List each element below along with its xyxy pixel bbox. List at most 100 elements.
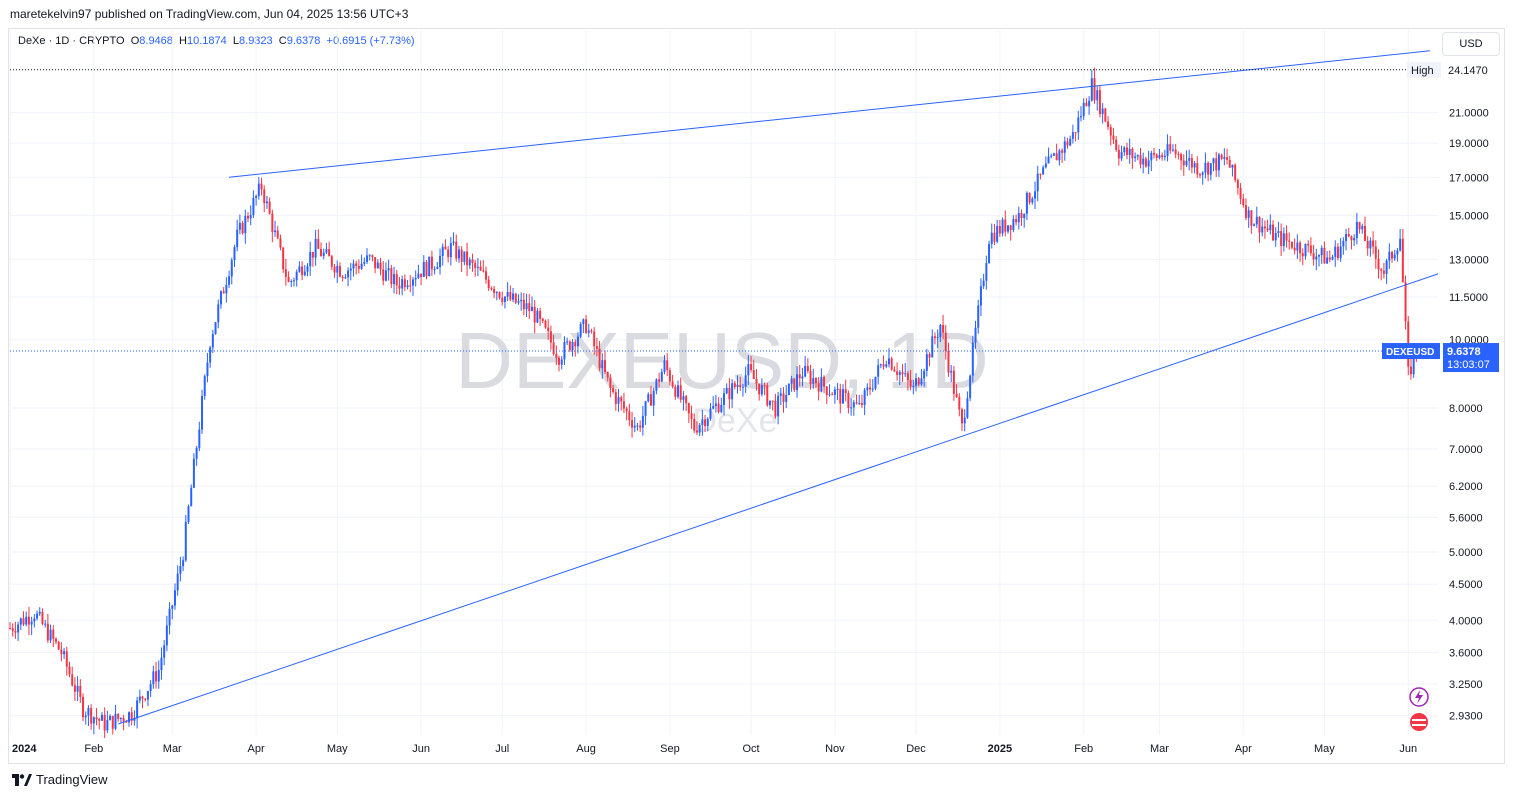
candle-body (636, 425, 639, 427)
candle-body (1125, 147, 1128, 156)
candle-body (952, 370, 955, 394)
candle-body (655, 379, 658, 391)
candle-body (969, 375, 972, 399)
candle-body (82, 696, 85, 718)
candle-body (1293, 247, 1296, 251)
candle-body (604, 360, 606, 372)
candle-body (182, 560, 185, 567)
candle-body (1153, 152, 1156, 155)
candle-body (92, 717, 95, 724)
candle-body (850, 407, 853, 409)
time-axis-label: 2025 (988, 743, 1012, 755)
candle-body (520, 299, 523, 302)
candle-body (219, 291, 222, 305)
candle-body (925, 354, 928, 371)
candle-body (1112, 135, 1115, 140)
candle-body (955, 393, 958, 398)
candle-body (509, 292, 512, 300)
candle-body (1144, 158, 1147, 167)
candle-body (950, 370, 953, 373)
candle-body (476, 266, 479, 268)
candle-body (752, 370, 755, 380)
candle-body (165, 625, 168, 646)
candle-body (1063, 141, 1066, 153)
candle-body (763, 385, 766, 387)
candle-body (238, 223, 241, 230)
candle-body (203, 376, 206, 396)
symbol-label[interactable]: DeXe · 1D · CRYPTO (18, 35, 125, 47)
candle-body (522, 299, 525, 310)
candle-body (1299, 242, 1302, 254)
candle-body (68, 666, 71, 675)
candle-body (977, 305, 980, 328)
candle-body (201, 395, 204, 430)
candle-body (125, 721, 128, 723)
low-label: L (232, 35, 240, 47)
candle-body (1017, 213, 1020, 223)
candle-body (760, 385, 763, 395)
time-axis-label: Oct (742, 743, 759, 755)
candle-body (1244, 205, 1247, 218)
price-tick-label: 13.0000 (1449, 254, 1489, 266)
candle-body (1355, 222, 1358, 239)
candle-body (1123, 147, 1126, 153)
candle-body (211, 334, 214, 348)
time-axis-label: May (1314, 743, 1335, 755)
candle-body (41, 611, 44, 624)
candle-body (928, 354, 931, 358)
candle-body (1101, 108, 1104, 114)
candle-body (468, 259, 471, 266)
time-axis-label: May (327, 743, 348, 755)
candle-body (858, 403, 861, 405)
candle-body (744, 375, 747, 387)
candle-body (1363, 226, 1366, 241)
time-axis-label: Apr (1235, 743, 1252, 755)
candle-body (817, 383, 820, 392)
candle-body (503, 296, 506, 302)
candle-body (314, 238, 317, 258)
candle-body (1109, 127, 1112, 136)
candle-body (433, 268, 436, 270)
candle-body (860, 403, 863, 405)
candle-body (833, 389, 836, 395)
candle-body (1401, 238, 1404, 283)
candle-body (677, 385, 680, 397)
candle-body (1223, 157, 1226, 159)
candle-body (528, 303, 531, 312)
candle-body (441, 246, 444, 256)
flag-stripe-icon (1412, 719, 1426, 721)
candle-body (490, 288, 493, 290)
candle-body (555, 353, 558, 358)
candle-body (387, 268, 390, 271)
candle-body (660, 371, 663, 382)
candle-body (366, 255, 368, 262)
time-axis-label: Jun (412, 743, 430, 755)
price-tick-label: 21.0000 (1449, 108, 1489, 120)
candle-body (309, 251, 312, 267)
candle-body (517, 301, 520, 303)
publisher-header: maretekelvin97 published on TradingView.… (10, 7, 409, 21)
candle-body (1388, 251, 1391, 261)
candle-body (330, 256, 333, 267)
price-tick-label: 8.0000 (1449, 403, 1483, 415)
candle-body (1247, 210, 1250, 218)
candle-body (947, 350, 950, 373)
candle-body (1020, 213, 1023, 219)
candle-body (187, 506, 190, 522)
currency-button[interactable]: USD (1442, 32, 1500, 56)
candle-body (706, 418, 709, 427)
candle-body (628, 411, 631, 421)
candle-body (209, 347, 212, 363)
candle-body (1115, 139, 1118, 150)
candle-body (663, 360, 666, 372)
candle-body (693, 418, 696, 431)
candle-body (631, 420, 634, 428)
candle-body (144, 698, 147, 700)
candle-body (179, 566, 182, 574)
candle-body (649, 394, 652, 406)
candle-body (1209, 163, 1212, 175)
candle-body (111, 715, 114, 729)
footer-brand: TradingView (36, 772, 108, 787)
candle-body (1120, 152, 1123, 159)
